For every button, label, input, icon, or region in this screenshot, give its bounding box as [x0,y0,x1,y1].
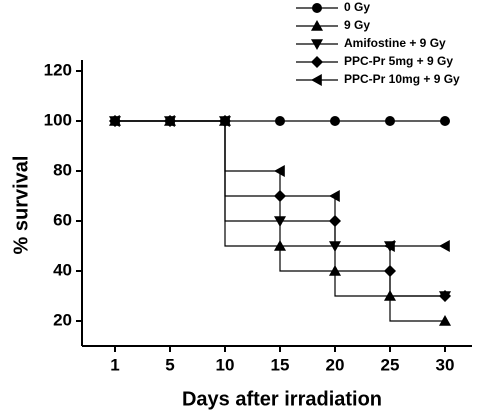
data-point [275,116,285,126]
x-tick-label: 20 [326,355,345,374]
data-point [384,240,395,252]
legend-marker [311,74,322,86]
y-tick-label: 120 [44,60,72,79]
x-tick-label: 5 [165,355,174,374]
x-tick-label: 25 [381,355,400,374]
data-point [439,290,451,302]
x-tick-label: 10 [216,355,235,374]
data-point [330,116,340,126]
y-axis-title: % survival [10,156,32,255]
data-point [440,116,450,126]
x-tick-label: 1 [110,355,119,374]
legend-marker [311,20,323,31]
y-tick-label: 40 [53,260,72,279]
legend-label: PPC-Pr 10mg + 9 Gy [344,72,460,86]
y-tick-label: 100 [44,110,72,129]
legend-label: 9 Gy [344,18,370,32]
data-point [329,190,340,202]
data-point [219,115,230,127]
data-point [385,116,395,126]
y-tick-label: 80 [53,160,72,179]
legend-marker [311,56,323,68]
data-point [384,265,396,277]
legend-label: PPC-Pr 5mg + 9 Gy [344,54,453,68]
step-line [115,120,445,247]
data-point [439,240,450,252]
legend-marker [311,39,323,50]
data-point [274,165,285,177]
legend-marker [312,3,322,13]
legend-label: Amifostine + 9 Gy [344,36,446,50]
legend-label: 0 Gy [344,0,370,14]
data-point [164,115,175,127]
y-tick-label: 20 [53,310,72,329]
x-axis-title: Days after irradiation [182,388,382,410]
y-tick-label: 60 [53,210,72,229]
x-tick-label: 15 [271,355,290,374]
x-tick-label: 30 [436,355,455,374]
data-point [109,115,120,127]
data-point [439,315,451,326]
